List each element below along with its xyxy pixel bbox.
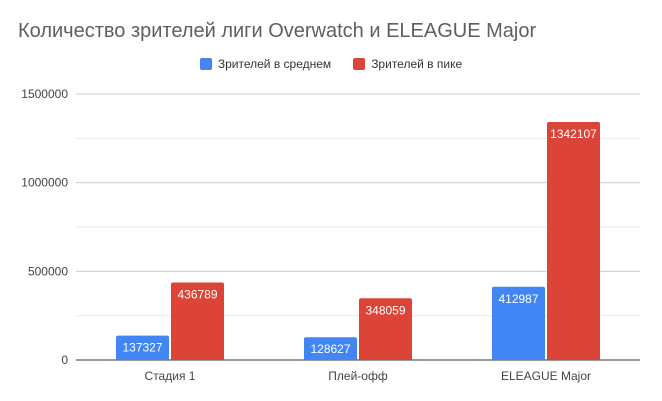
legend-label-peak: Зрителей в пике [371,57,463,71]
legend-swatch-peak [353,58,366,70]
bar-peak [171,282,224,360]
bar-peak [359,298,412,360]
legend-item-average[interactable]: Зрителей в среднем [199,57,332,71]
legend-item-peak[interactable]: Зрителей в пике [353,57,462,71]
bar-value-label: 128627 [310,342,350,356]
bar-value-label: 412987 [498,292,538,306]
y-tick-label: 0 [61,353,68,367]
bar-value-label: 348059 [365,303,405,317]
bar-average [116,335,169,360]
x-tick-label: Стадия 1 [145,369,196,383]
bar-average [304,337,357,360]
x-tick-label: ELEAGUE Major [501,369,591,383]
bar-value-label: 436789 [177,288,217,302]
x-tick-label: Плей-офф [328,369,388,383]
legend-label-average: Зрителей в среднем [217,57,332,71]
y-tick-label: 1500000 [21,87,68,101]
y-tick-label: 1000000 [21,176,68,190]
chart-title: Количество зрителей лиги Overwatch и ELE… [18,20,537,42]
bar-value-label: 1342107 [550,127,597,141]
bar-average [492,286,545,360]
y-tick-label: 500000 [28,264,68,278]
bar-peak [547,121,600,360]
legend: Зрителей в среднем Зрителей в пике [0,57,662,71]
bar-value-label: 137327 [122,341,162,355]
legend-swatch-average [199,58,212,70]
